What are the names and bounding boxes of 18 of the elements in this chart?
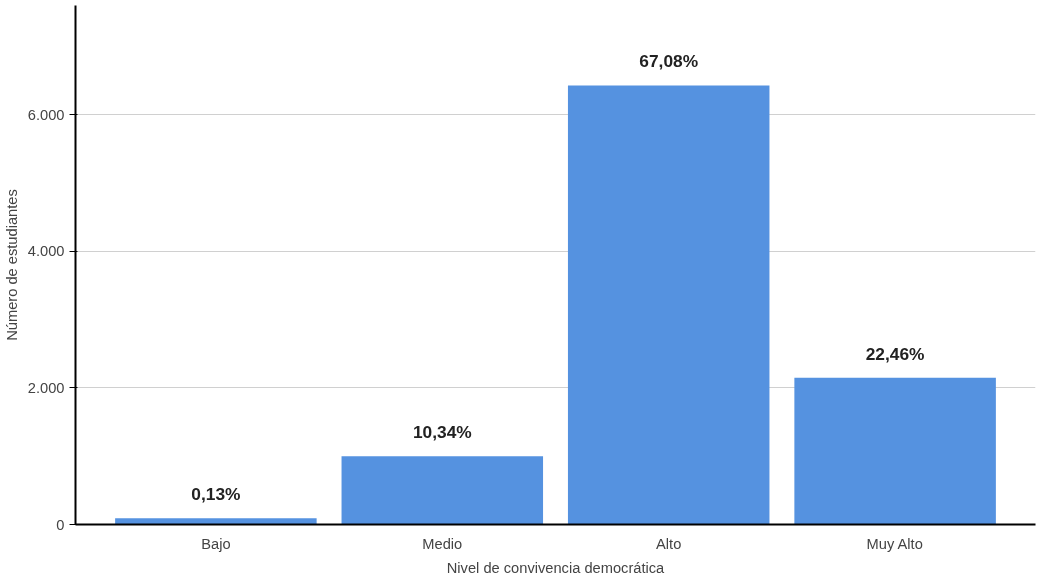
x-tick-label: Alto — [656, 535, 682, 552]
y-axis-title: Número de estudiantes — [3, 189, 20, 341]
y-tick-label: 4.000 — [27, 243, 65, 260]
y-tick-label: 0 — [56, 516, 65, 533]
x-tick-label: Medio — [422, 535, 463, 552]
y-tick-label: 6.000 — [27, 106, 65, 123]
annotation: 0,13% — [191, 484, 241, 505]
annotation: 67,08% — [639, 51, 699, 72]
annotation: 22,46% — [865, 343, 925, 364]
x-axis-title: Nivel de convivencia democrática — [446, 559, 666, 576]
bar — [794, 377, 996, 525]
bar — [567, 85, 770, 525]
annotation: 10,34% — [412, 422, 472, 443]
y-tick-label: 2.000 — [27, 379, 65, 396]
x-tick-label: Muy Alto — [866, 535, 923, 552]
x-tick-label: Bajo — [201, 535, 231, 552]
bar — [341, 456, 544, 525]
bar — [115, 518, 317, 525]
